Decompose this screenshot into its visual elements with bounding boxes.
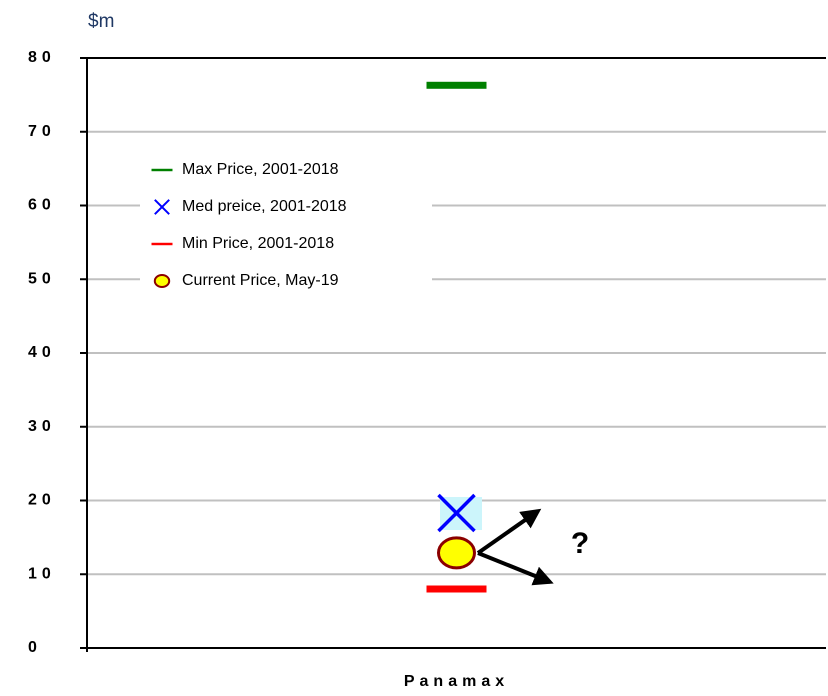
- y-axis-label: $m: [88, 11, 114, 32]
- legend-marker: [154, 199, 170, 215]
- legend-marker: [153, 274, 171, 288]
- arrow-down: [477, 551, 554, 586]
- arrow-up: [476, 508, 542, 555]
- legend-box: [140, 150, 432, 300]
- legend-marker: [151, 168, 173, 172]
- annotation: ?: [571, 527, 589, 560]
- legend-marker: [151, 242, 173, 246]
- data-marker: [426, 585, 487, 593]
- y-tick-label: 30: [28, 418, 56, 435]
- data-marker: [426, 81, 487, 89]
- y-tick-label: 60: [28, 197, 56, 214]
- y-tick-label: 70: [28, 123, 56, 140]
- data-marker: [437, 536, 476, 570]
- y-tick-label: 40: [28, 344, 56, 361]
- legend-label: Current Price, May-19: [182, 272, 339, 289]
- y-tick-label: 10: [28, 565, 56, 582]
- y-tick-label: 80: [28, 49, 56, 66]
- y-tick-label: 0: [28, 639, 42, 656]
- legend-label: Min Price, 2001-2018: [182, 235, 334, 252]
- y-tick-label: 50: [28, 270, 56, 287]
- legend-label: Max Price, 2001-2018: [182, 161, 339, 178]
- y-tick-label: 20: [28, 492, 56, 509]
- data-marker: [437, 493, 476, 533]
- legend-label: Med preice, 2001-2018: [182, 198, 347, 215]
- x-tick-label: Panamax: [404, 673, 509, 690]
